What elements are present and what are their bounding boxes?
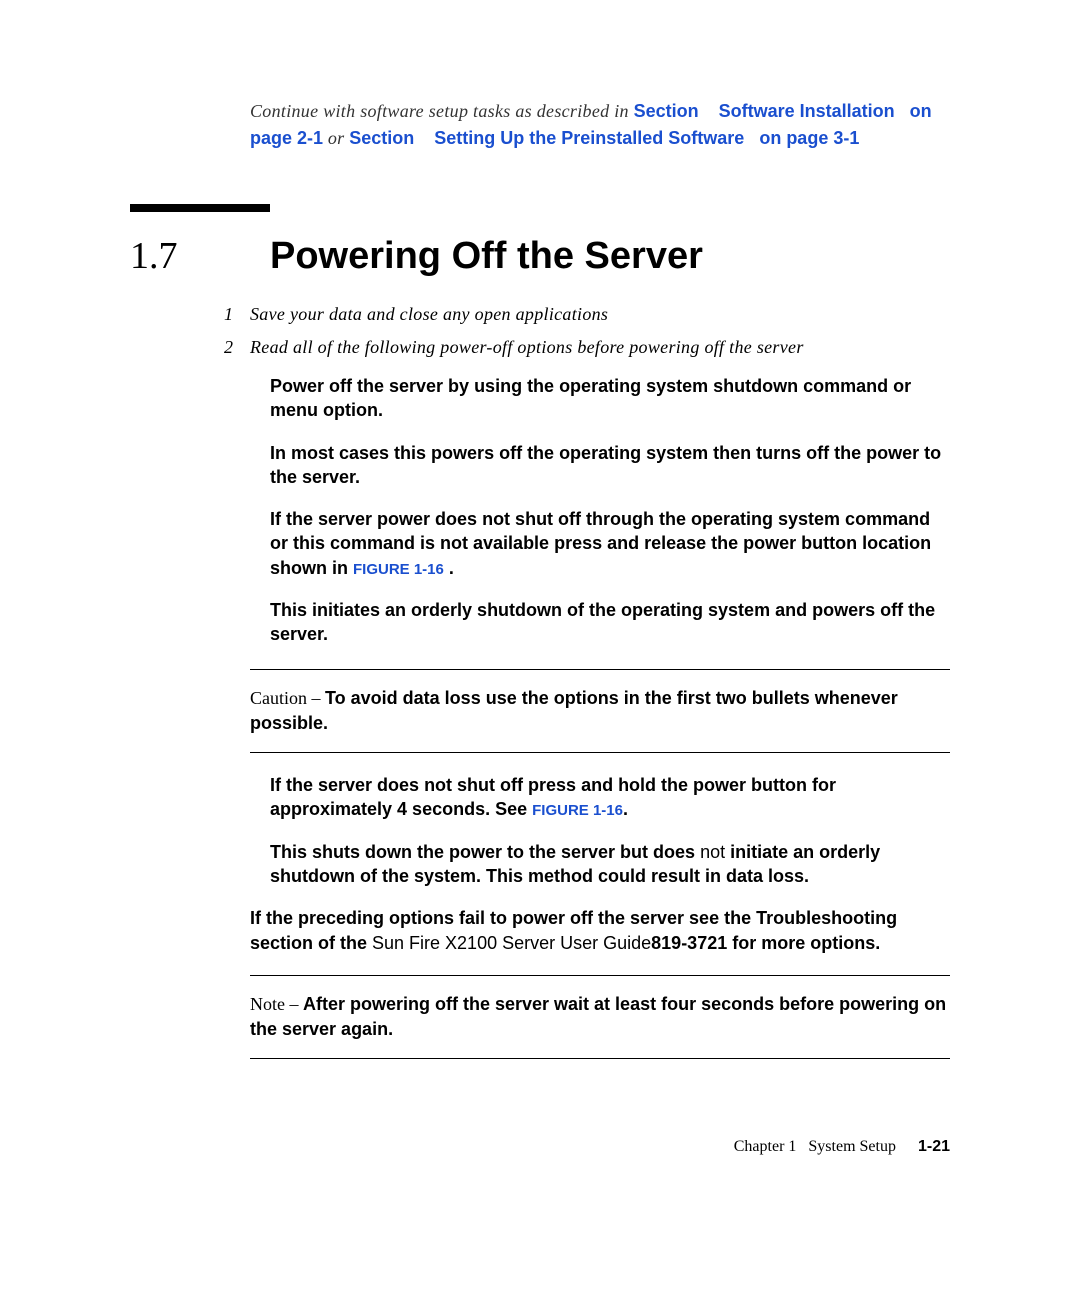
- footer-page-number: 1-21: [918, 1138, 950, 1155]
- step-text: Save your data and close any open applic…: [250, 304, 608, 325]
- bullet-6: This shuts down the power to the server …: [270, 840, 950, 889]
- section-heading: 1.7 Powering Off the Server: [130, 234, 950, 278]
- divider: [250, 669, 950, 670]
- trouble-guide-name: Sun Fire X2100 Server User Guide: [372, 933, 651, 953]
- intro-middle: or: [323, 128, 349, 148]
- figure-ref-1-16b[interactable]: FIGURE 1-16: [532, 802, 623, 819]
- bullet-2: In most cases this powers off the operat…: [270, 441, 950, 490]
- caution-text: To avoid data loss use the options in th…: [250, 688, 898, 733]
- caution-label: Caution –: [250, 688, 325, 708]
- heading-title: Powering Off the Server: [270, 235, 703, 278]
- step-text: Read all of the following power-off opti…: [250, 337, 804, 358]
- intro-prefix: Continue with software setup tasks as de…: [250, 101, 634, 121]
- bullet-4: This initiates an orderly shutdown of th…: [270, 598, 950, 647]
- page-footer: Chapter 1 System Setup 1-21: [734, 1138, 950, 1156]
- bullet-3-post: .: [444, 558, 454, 578]
- note-text: After powering off the server wait at le…: [250, 994, 946, 1039]
- section-rule: [130, 204, 270, 212]
- footer-chapter: Chapter 1 System Setup: [734, 1138, 896, 1155]
- note-block: Note – After powering off the server wai…: [250, 984, 950, 1050]
- heading-number: 1.7: [130, 234, 270, 278]
- bullet-6-not: not: [700, 842, 725, 862]
- figure-ref-1-16[interactable]: FIGURE 1-16: [353, 561, 444, 578]
- link-preinstalled-software[interactable]: Section Setting Up the Preinstalled Soft…: [349, 128, 859, 148]
- intro-paragraph: Continue with software setup tasks as de…: [250, 98, 950, 152]
- caution-block: Caution – To avoid data loss use the opt…: [250, 678, 950, 744]
- bullet-5: If the server does not shut off press an…: [270, 773, 950, 822]
- step-number: 1: [224, 304, 250, 325]
- bullet-3: If the server power does not shut off th…: [270, 507, 950, 580]
- divider: [250, 1058, 950, 1059]
- bullet-6-pre: This shuts down the power to the server …: [270, 842, 700, 862]
- step-number: 2: [224, 337, 250, 358]
- trouble-post: 819-3721 for more options.: [651, 933, 880, 953]
- step-1: 1 Save your data and close any open appl…: [224, 304, 950, 325]
- bullet-1: Power off the server by using the operat…: [270, 374, 950, 423]
- bullet-5-post: .: [623, 799, 628, 819]
- divider: [250, 752, 950, 753]
- troubleshoot-paragraph: If the preceding options fail to power o…: [250, 906, 950, 956]
- note-label: Note –: [250, 994, 303, 1014]
- step-2: 2 Read all of the following power-off op…: [224, 337, 950, 358]
- divider: [250, 975, 950, 976]
